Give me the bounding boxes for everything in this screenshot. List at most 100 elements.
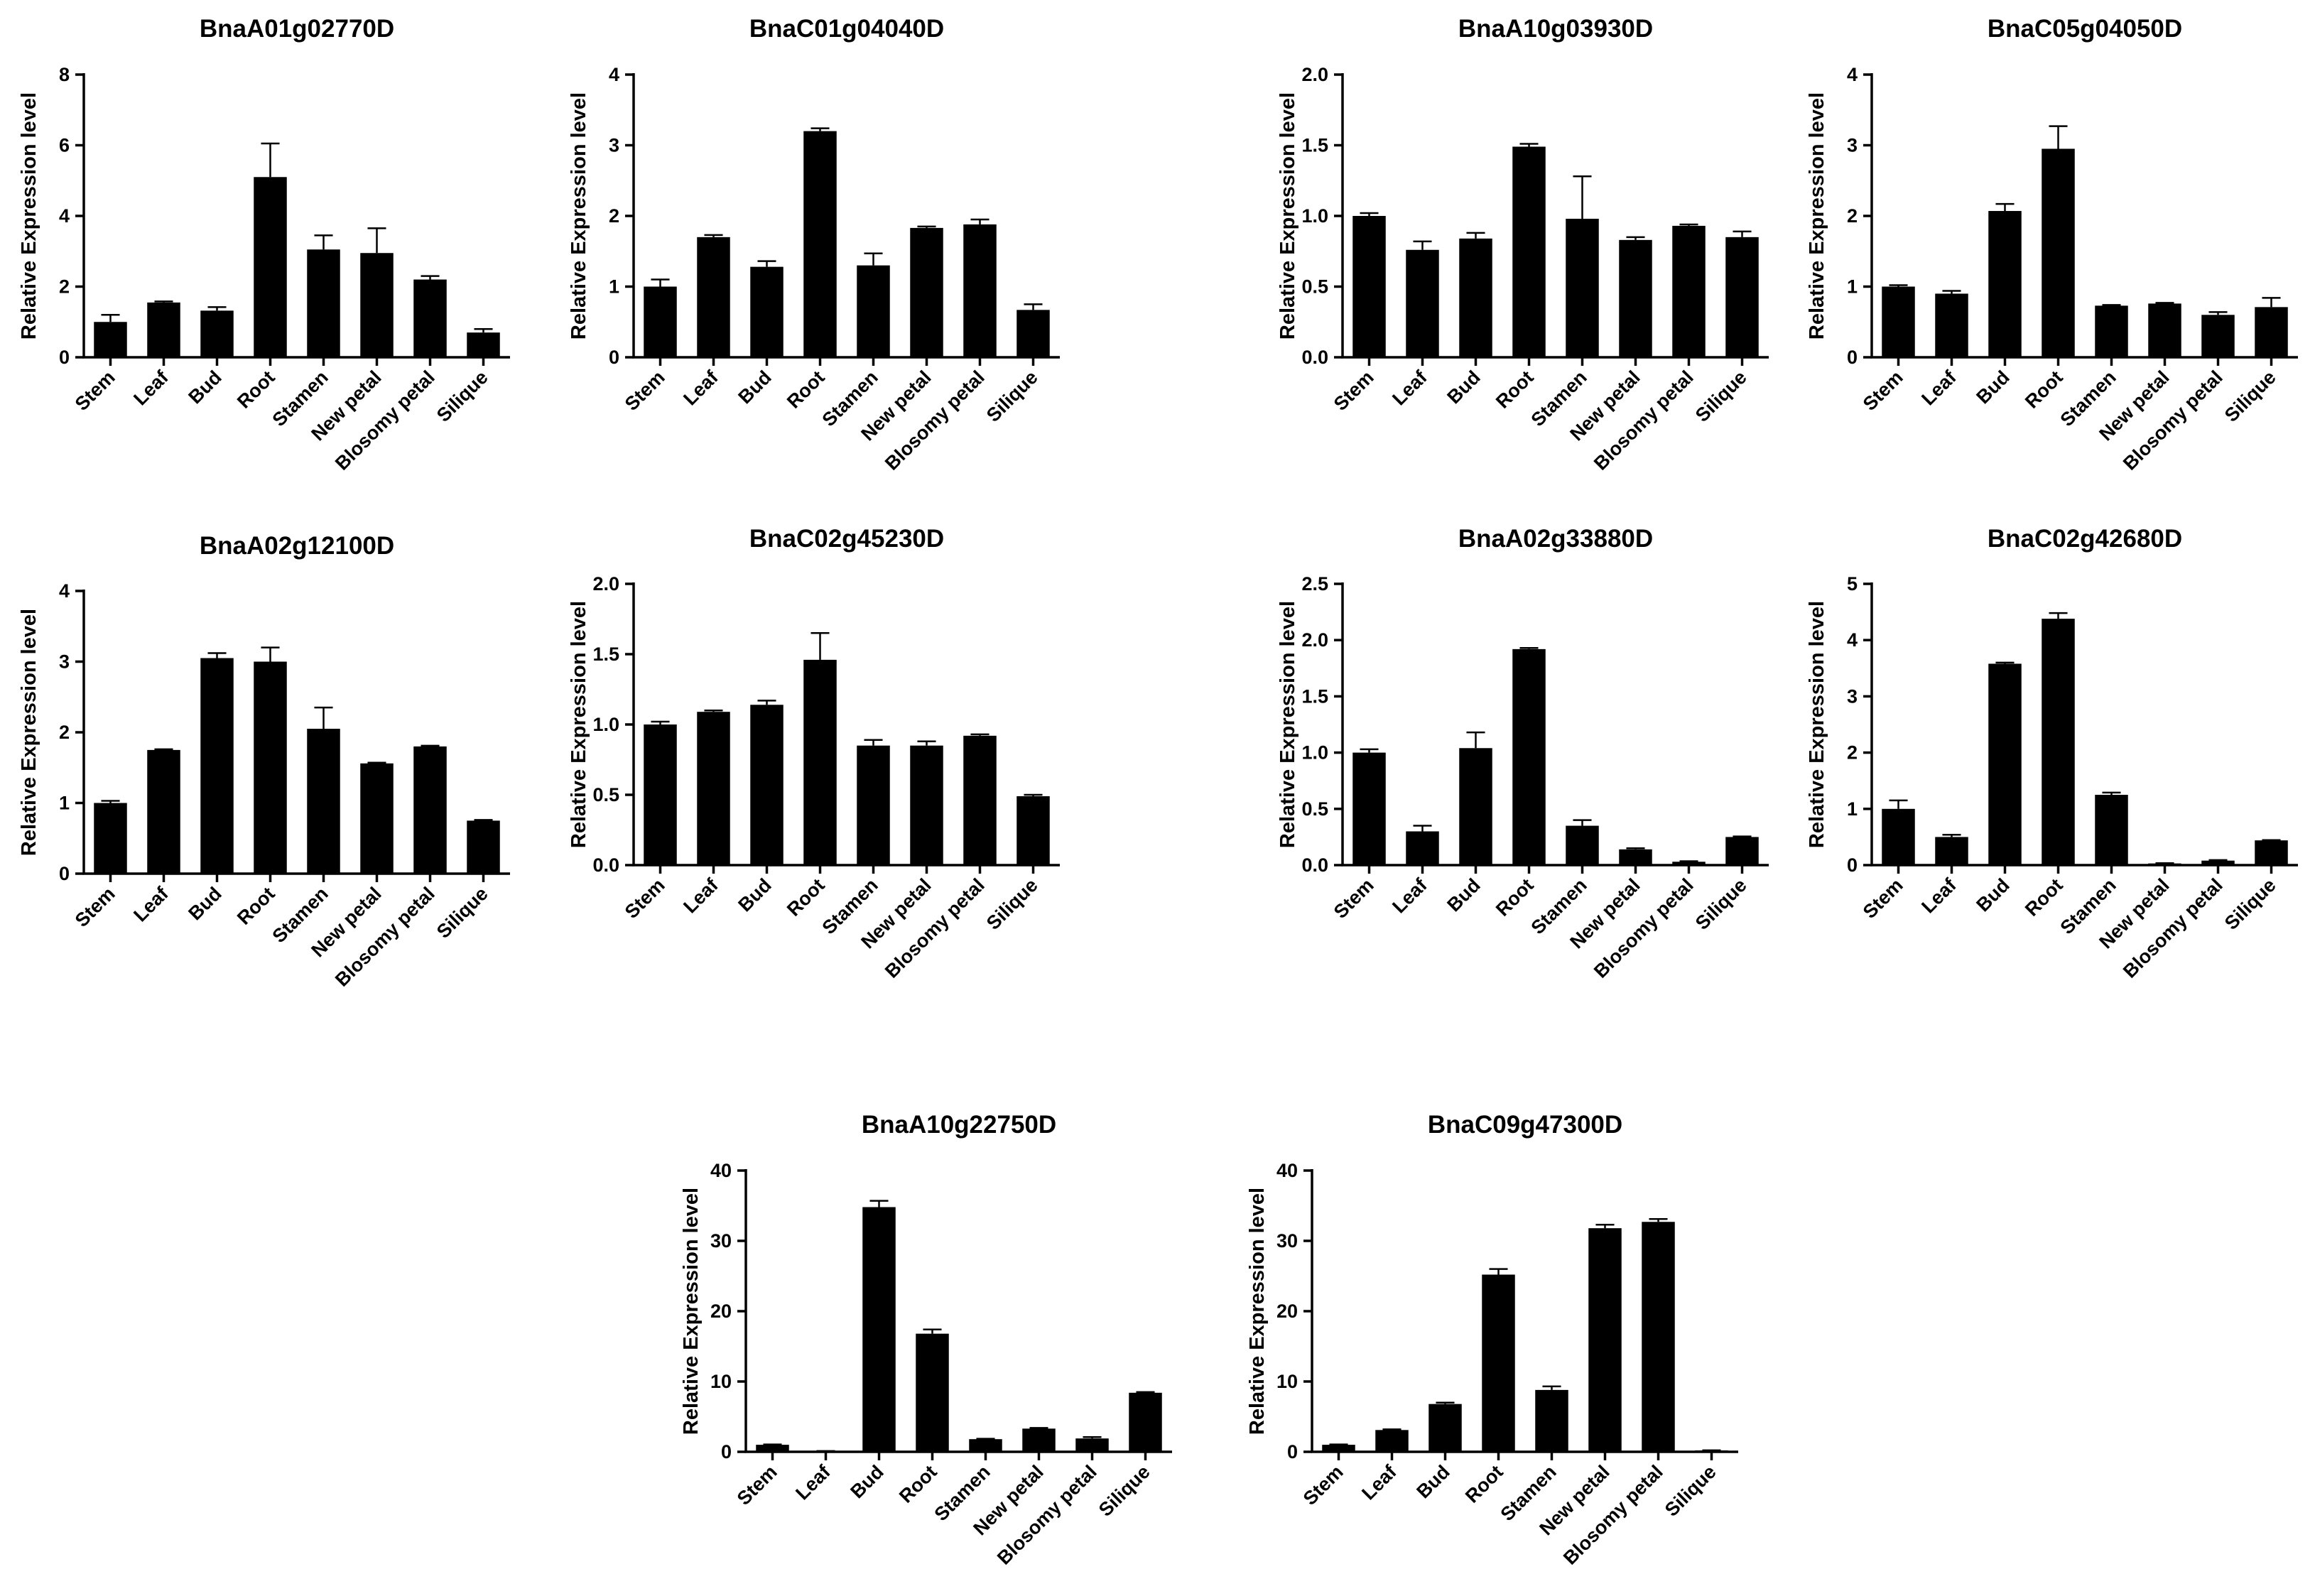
chart-panel-8: BnaC02g42680D Relative Expression level 0 1… bbox=[1806, 525, 2298, 982]
bar-leaf bbox=[1935, 293, 1968, 357]
bar-stamen bbox=[1535, 1389, 1568, 1452]
y-tick-label: 2 bbox=[59, 276, 70, 298]
y-axis-label: Relative Expression level bbox=[1276, 92, 1299, 340]
bar-bud bbox=[200, 658, 234, 874]
bar-stem bbox=[1352, 752, 1386, 865]
y-tick-label: 30 bbox=[710, 1230, 732, 1252]
y-tick-label: 30 bbox=[1276, 1230, 1298, 1252]
x-category-label: Blosomy petal bbox=[331, 367, 439, 474]
chart-panel-9: BnaA10g22750D Relative Expression level 0 1… bbox=[680, 1111, 1172, 1569]
y-tick-label: 20 bbox=[1276, 1301, 1298, 1322]
y-tick-label: 40 bbox=[710, 1160, 732, 1181]
y-tick-label: 0.5 bbox=[1301, 798, 1328, 820]
x-category-label: Stem bbox=[1859, 367, 1907, 415]
bar-root bbox=[803, 659, 837, 865]
x-category-label: Silique bbox=[1691, 874, 1751, 934]
bar-root bbox=[1512, 146, 1546, 358]
x-category-label: Stem bbox=[621, 874, 669, 923]
y-tick-label: 2.5 bbox=[1301, 573, 1328, 595]
chart-title: BnaA10g22750D bbox=[862, 1111, 1056, 1139]
y-axis-label: Relative Expression level bbox=[1806, 601, 1828, 848]
y-tick-label: 6 bbox=[59, 135, 70, 156]
y-tick-label: 2.0 bbox=[1301, 64, 1328, 85]
bar-new-petal bbox=[360, 763, 394, 874]
y-tick-label: 0 bbox=[1847, 347, 1858, 368]
bar-stem bbox=[1882, 286, 1915, 357]
y-tick-label: 20 bbox=[710, 1301, 732, 1322]
y-tick-label: 0 bbox=[1287, 1441, 1298, 1462]
chart-title: BnaC05g04050D bbox=[1988, 15, 2182, 43]
bar-stamen bbox=[2095, 305, 2128, 357]
y-tick-label: 0.0 bbox=[1301, 854, 1328, 876]
y-tick-label: 4 bbox=[59, 580, 70, 602]
x-category-label: Silique bbox=[1095, 1461, 1154, 1521]
y-tick-label: 4 bbox=[1847, 64, 1858, 85]
bar-leaf bbox=[697, 712, 730, 865]
y-tick-label: 1 bbox=[59, 793, 70, 814]
x-category-label: Root bbox=[2021, 367, 2067, 413]
y-tick-label: 0 bbox=[721, 1441, 732, 1462]
x-category-label: Stem bbox=[1330, 367, 1378, 415]
x-category-label: Stem bbox=[1299, 1461, 1348, 1509]
y-tick-label: 0 bbox=[609, 347, 619, 368]
x-category-label: Stem bbox=[71, 883, 119, 931]
bar-bud bbox=[1988, 663, 2022, 865]
y-axis-label: Relative Expression level bbox=[18, 92, 40, 340]
bar-stem bbox=[1882, 808, 1915, 865]
x-category-label: Leaf bbox=[679, 874, 722, 917]
bar-new-petal bbox=[1022, 1428, 1056, 1452]
y-tick-label: 2.0 bbox=[592, 573, 619, 595]
bar-new-petal bbox=[1619, 849, 1652, 865]
y-tick-label: 1 bbox=[1847, 798, 1858, 820]
x-category-label: Bud bbox=[734, 874, 775, 916]
bar-silique bbox=[467, 820, 500, 874]
chart-panel-7: BnaA02g33880D Relative Expression level0.… bbox=[1276, 525, 1769, 982]
chart-panel-6: BnaC02g45230D Relative Expression level0.… bbox=[568, 525, 1060, 982]
x-category-label: Bud bbox=[1412, 1461, 1453, 1502]
bar-blosomy-petal bbox=[2201, 860, 2235, 865]
y-tick-label: 3 bbox=[609, 135, 619, 156]
x-category-label: Bud bbox=[846, 1461, 887, 1502]
x-category-label: Leaf bbox=[1917, 874, 1961, 917]
x-category-label: Bud bbox=[734, 367, 775, 408]
bar-stamen bbox=[307, 249, 340, 357]
bar-stem bbox=[1322, 1445, 1355, 1452]
x-category-label: Stem bbox=[621, 367, 669, 415]
chart-panel-2: BnaC01g04040D Relative Expression level 0 1… bbox=[568, 15, 1060, 474]
x-category-label: Root bbox=[783, 874, 829, 921]
y-tick-label: 0 bbox=[1847, 854, 1858, 876]
y-tick-label: 2 bbox=[609, 205, 619, 227]
bar-blosomy-petal bbox=[413, 746, 447, 874]
x-category-label: Blosomy petal bbox=[1590, 367, 1698, 474]
x-category-label: Silique bbox=[2221, 367, 2280, 426]
y-tick-label: 3 bbox=[59, 651, 70, 673]
bar-root bbox=[254, 177, 287, 357]
chart-panel-4: BnaC05g04050D Relative Expression level 0 1… bbox=[1806, 15, 2298, 474]
x-category-label: Root bbox=[895, 1461, 941, 1507]
bar-stem bbox=[644, 724, 677, 865]
x-category-label: Leaf bbox=[129, 882, 173, 925]
x-category-label: Stem bbox=[71, 367, 119, 415]
y-tick-label: 4 bbox=[59, 205, 70, 227]
bar-blosomy-petal bbox=[1672, 225, 1706, 357]
chart-panel-3: BnaA10g03930D Relative Expression level0.… bbox=[1276, 15, 1769, 474]
y-tick-label: 0.0 bbox=[1301, 347, 1328, 368]
bar-leaf bbox=[1375, 1430, 1409, 1452]
bar-bud bbox=[200, 310, 234, 357]
y-tick-label: 40 bbox=[1276, 1160, 1298, 1181]
x-category-label: Root bbox=[2021, 874, 2067, 921]
bar-stem bbox=[94, 803, 127, 874]
bar-blosomy-petal bbox=[963, 224, 997, 357]
y-axis-label: Relative Expression level bbox=[568, 92, 590, 340]
bar-stamen bbox=[857, 745, 890, 865]
x-category-label: Bud bbox=[184, 367, 225, 408]
y-tick-label: 3 bbox=[1847, 685, 1858, 707]
y-tick-label: 1.0 bbox=[1301, 205, 1328, 227]
x-category-label: Bud bbox=[1443, 874, 1484, 916]
x-category-label: Blosomy petal bbox=[881, 874, 989, 982]
bar-bud bbox=[750, 266, 784, 357]
bar-bud bbox=[750, 705, 784, 865]
y-tick-label: 0.0 bbox=[592, 854, 619, 876]
bar-new-petal bbox=[360, 253, 394, 357]
